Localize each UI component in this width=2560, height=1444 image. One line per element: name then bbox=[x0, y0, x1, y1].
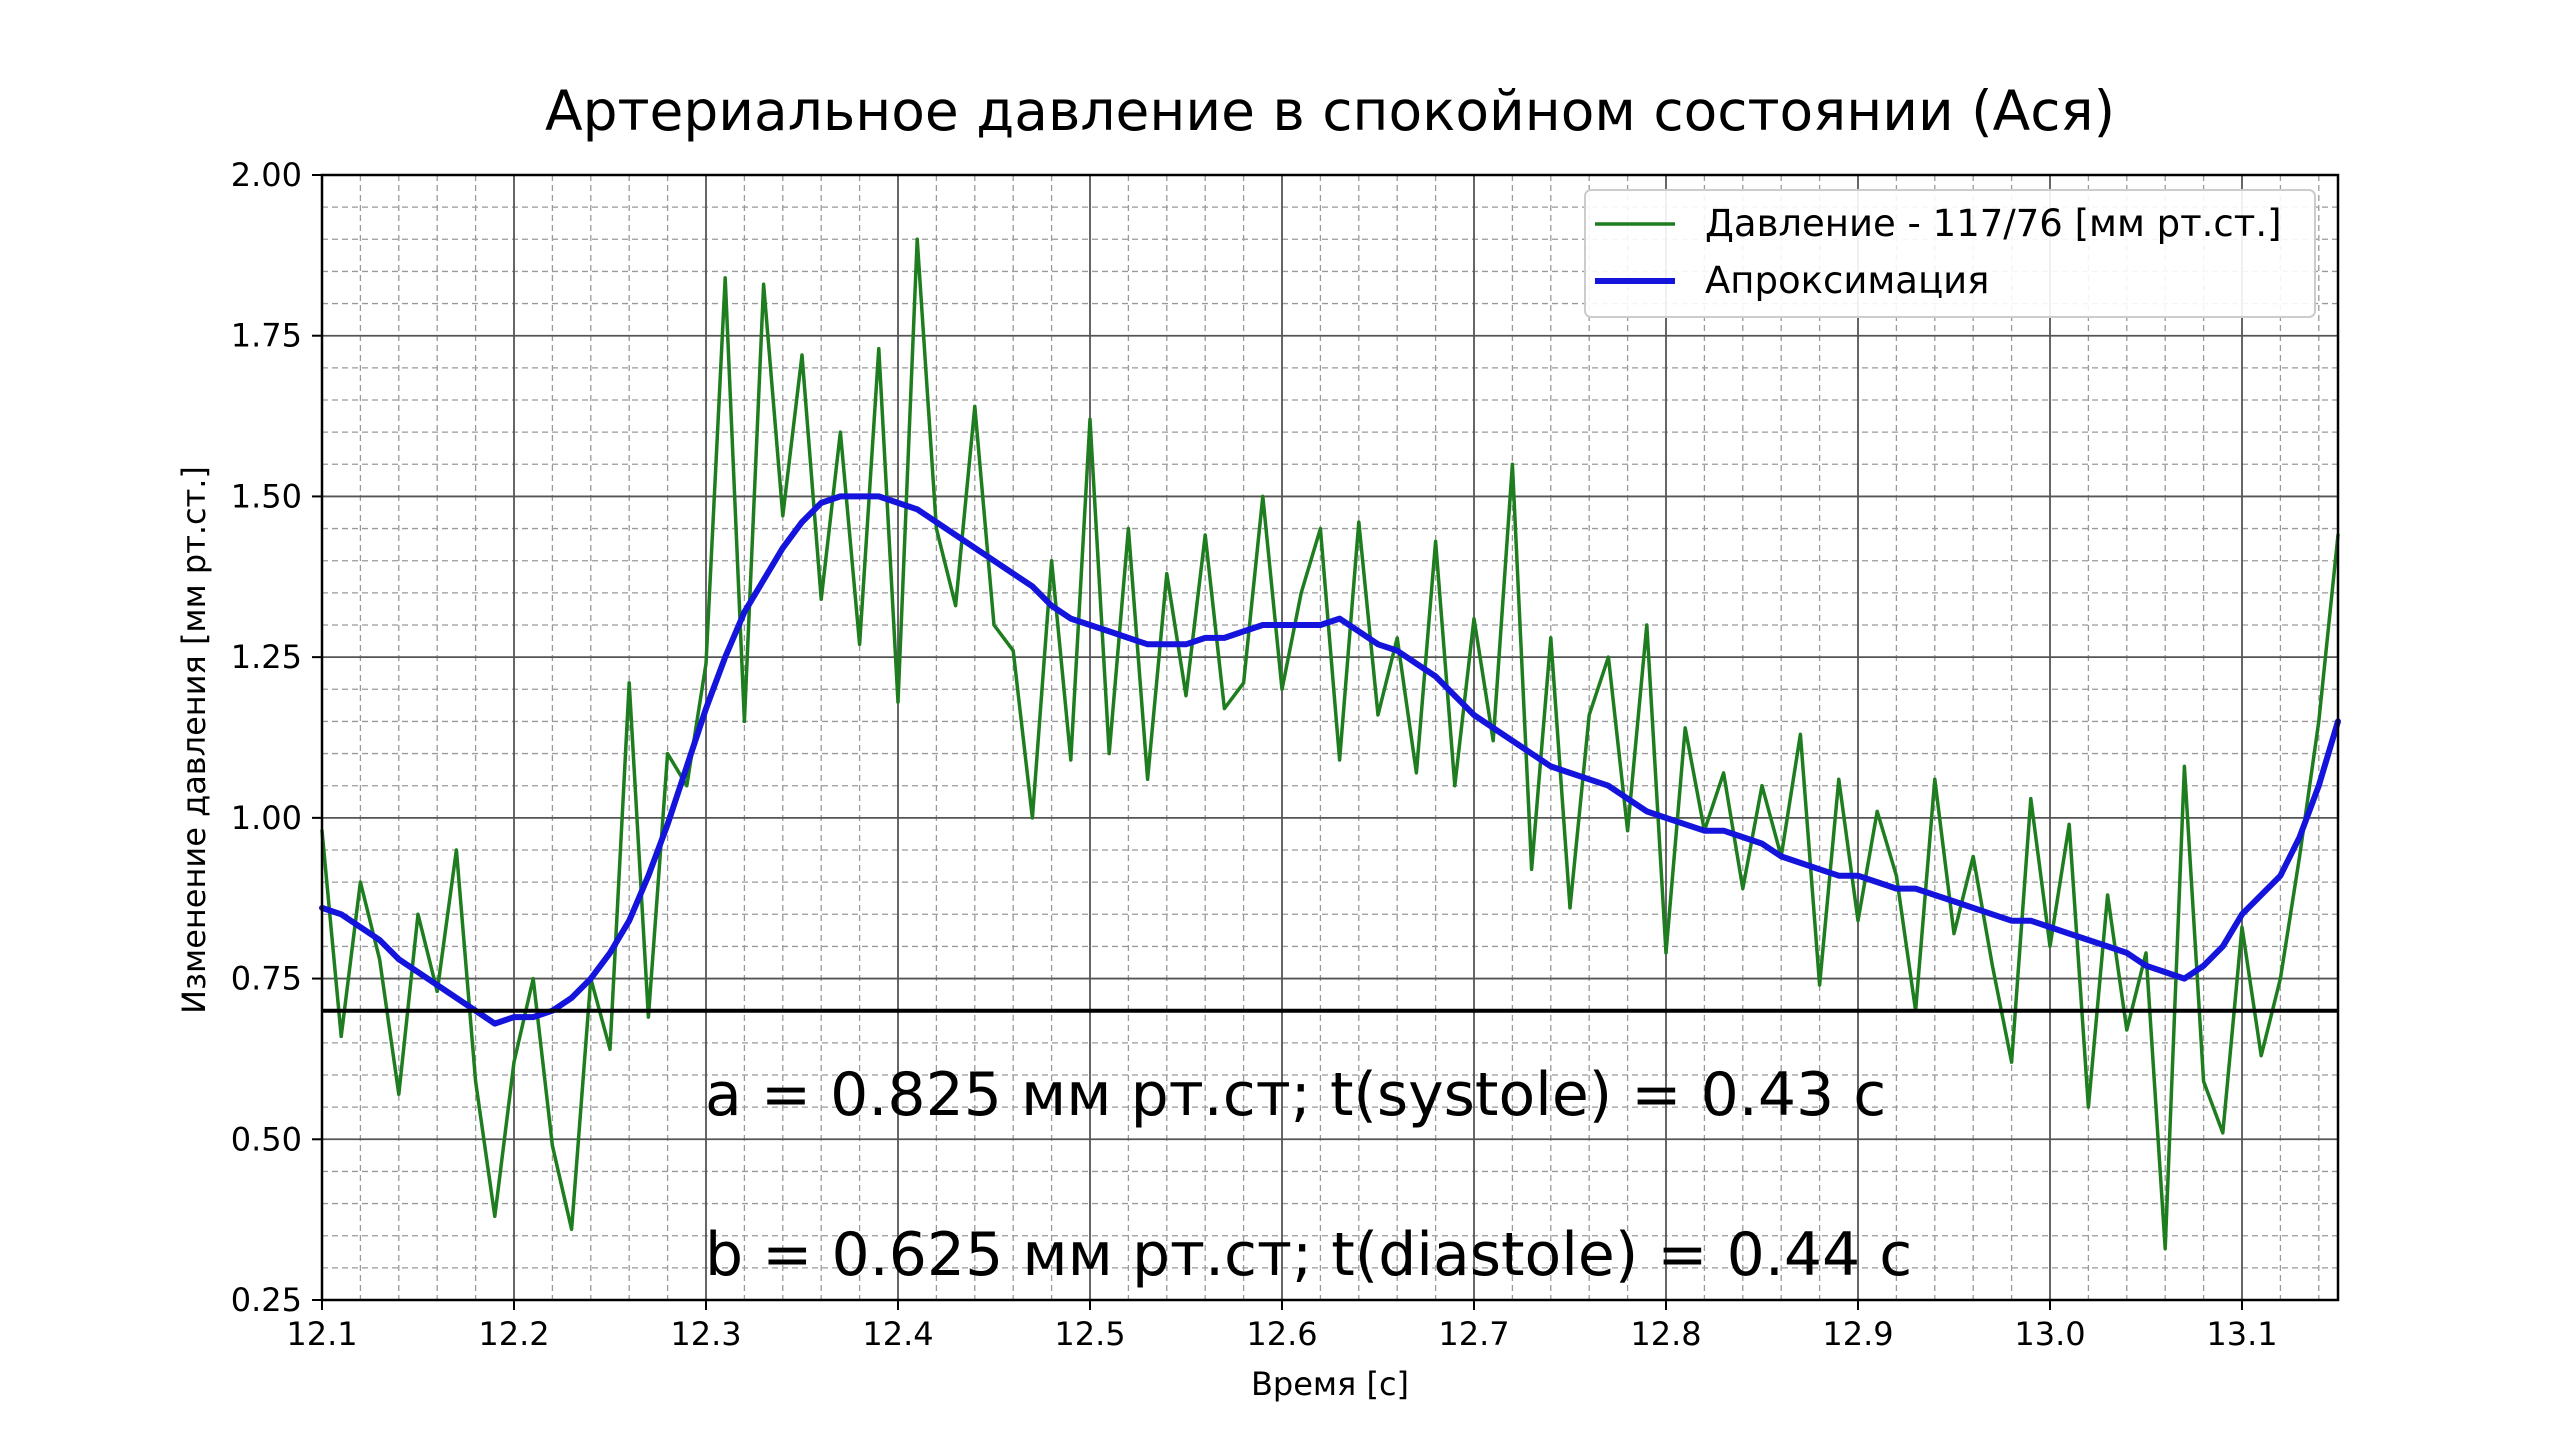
data-layer bbox=[319, 237, 2341, 1251]
series-line-approximation bbox=[319, 493, 2341, 1027]
y-tick-label: 2.00 bbox=[231, 156, 302, 194]
plot-frame bbox=[320, 173, 2340, 1302]
x-tick-label: 12.5 bbox=[1054, 1315, 1125, 1353]
x-tick-label: 12.6 bbox=[1246, 1315, 1317, 1353]
annotation-systole: a = 0.825 мм рт.ст; t(systole) = 0.43 с bbox=[705, 1060, 1886, 1130]
y-tick-label: 1.25 bbox=[231, 638, 302, 676]
x-tick-label: 12.1 bbox=[286, 1315, 357, 1353]
x-tick-label: 12.2 bbox=[478, 1315, 549, 1353]
series-line-pressure bbox=[320, 237, 2340, 1251]
y-tick-label: 0.50 bbox=[231, 1120, 302, 1158]
x-tick-label: 12.4 bbox=[862, 1315, 933, 1353]
y-axis-label: Изменение давления [мм рт.ст.] bbox=[175, 466, 213, 1014]
axes-layer: 12.1 12.2 12.3 12.4 12.5 12.6 12.7 12.8 12.9 13.0… bbox=[231, 156, 2340, 1353]
x-tick-label: 12.7 bbox=[1438, 1315, 1509, 1353]
x-tick-label: 13.0 bbox=[2014, 1315, 2085, 1353]
x-axis-label: Время [с] bbox=[1251, 1365, 1409, 1403]
legend-box bbox=[1584, 189, 2316, 318]
annotation-layer: a = 0.825 мм рт.ст; t(systole) = 0.43 с … bbox=[705, 1060, 1912, 1290]
y-tick-label: 1.50 bbox=[231, 477, 302, 515]
x-tick-label: 12.3 bbox=[670, 1315, 741, 1353]
legend-label-approximation: Апроксимация bbox=[1705, 259, 1989, 302]
x-tick-label: 12.9 bbox=[1822, 1315, 1893, 1353]
grid-layer bbox=[321, 174, 2338, 1301]
y-tick-label: 1.00 bbox=[231, 799, 302, 837]
x-tick-label: 12.8 bbox=[1630, 1315, 1701, 1353]
y-tick-label: 0.75 bbox=[231, 960, 302, 998]
x-tick-label: 13.1 bbox=[2206, 1315, 2277, 1353]
y-tick-label: 1.75 bbox=[231, 317, 302, 355]
y-tick-label: 0.25 bbox=[231, 1281, 302, 1319]
annotation-diastole: b = 0.625 мм рт.ст; t(diastole) = 0.44 с bbox=[705, 1220, 1912, 1290]
legend-label-pressure: Давление - 117/76 [мм рт.ст.] bbox=[1705, 202, 2282, 245]
legend: Давление - 117/76 [мм рт.ст.] Апроксимац… bbox=[1584, 189, 2316, 318]
chart-title: Артериальное давление в спокойном состоя… bbox=[545, 79, 2115, 143]
